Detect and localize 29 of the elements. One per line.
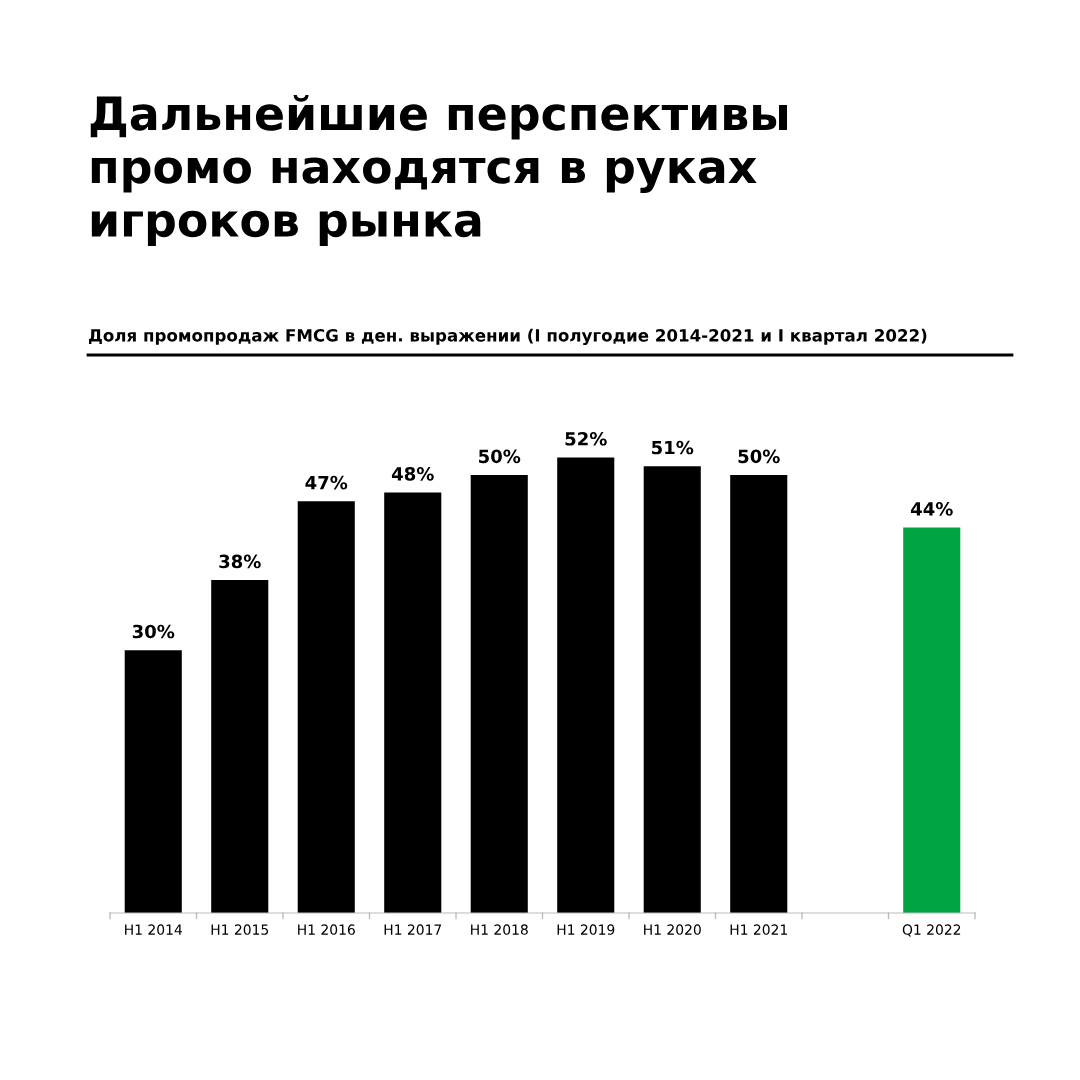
- bar: [384, 492, 442, 913]
- x-tick-label: H1 2014: [125, 924, 182, 935]
- data-label: 38%: [219, 554, 261, 569]
- x-tick-label: H1 2019: [557, 924, 615, 935]
- bar: [643, 466, 701, 913]
- bar: [903, 527, 961, 913]
- chart-title: Дальнейшие перспективы промо находятся в руках игроков рынка: [90, 95, 788, 247]
- bar: [470, 474, 528, 913]
- bar: [297, 501, 355, 913]
- bar: [211, 580, 269, 913]
- x-tick-label: H1 2021: [730, 924, 787, 935]
- data-label: 44%: [910, 502, 953, 516]
- data-label: 48%: [391, 467, 434, 481]
- x-tick-label: H1 2015: [211, 924, 269, 935]
- data-label: 50%: [479, 449, 521, 464]
- chart-subtitle: Доля промопродаж FMCG в ден. выражении (I полугодие 2014-2021 и I квартал 2022): [89, 328, 927, 345]
- x-tick-label: H1 2016: [298, 924, 355, 935]
- data-label: 47%: [305, 475, 348, 490]
- bar: [730, 474, 788, 913]
- data-label: 52%: [565, 431, 607, 446]
- x-tick-label: H1 2017: [384, 924, 442, 935]
- data-label: 30%: [132, 624, 175, 639]
- x-tick-label: Q1 2022: [902, 924, 961, 937]
- x-tick-label: H1 2018: [471, 924, 528, 935]
- data-label: 51%: [652, 440, 694, 455]
- x-tick-label: H1 2020: [644, 924, 701, 935]
- data-label: 50%: [738, 449, 780, 464]
- bar: [557, 457, 615, 913]
- bar: [124, 650, 182, 913]
